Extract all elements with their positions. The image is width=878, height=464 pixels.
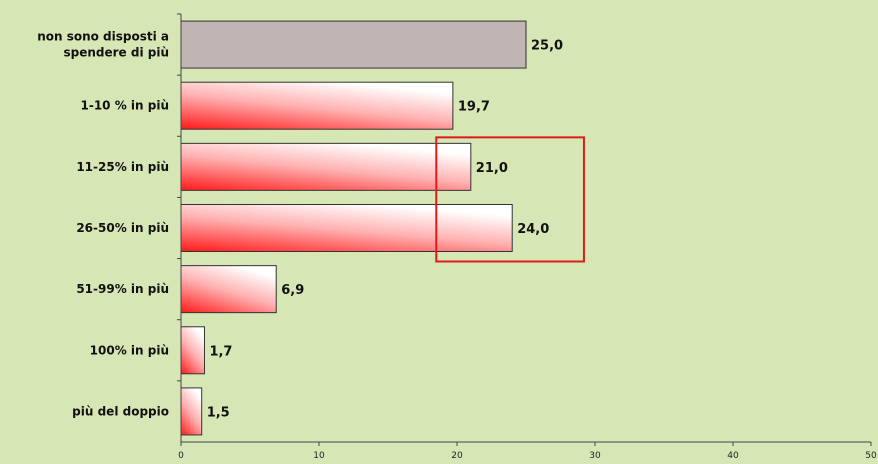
category-label: 1-10 % in più (81, 99, 170, 113)
x-tick-label: 40 (727, 451, 739, 461)
bar (180, 81, 454, 130)
x-tick-label: 30 (589, 451, 601, 461)
bar (180, 326, 205, 375)
bar (180, 204, 513, 252)
data-label: 1,7 (209, 344, 232, 359)
bar (180, 20, 527, 69)
x-tick-label: 10 (313, 451, 325, 461)
x-tick-label: 0 (178, 451, 184, 461)
category-label: 11-25% in più (76, 160, 169, 174)
x-tick-label: 20 (451, 451, 463, 461)
bar (180, 265, 277, 314)
bar (180, 142, 472, 191)
data-label: 21,0 (476, 161, 508, 176)
category-label: 51-99% in più (76, 282, 169, 296)
labels-layer: 25,0 non sono disposti a spendere di più 19… (37, 30, 563, 421)
data-label: 6,9 (281, 283, 304, 298)
data-label: 25,0 (531, 39, 563, 54)
data-label: 1,5 (207, 405, 230, 420)
category-label: più del doppio (72, 404, 169, 418)
category-label: 100% in più (90, 343, 169, 357)
bar (180, 387, 203, 436)
data-label: 24,0 (517, 222, 549, 237)
category-label: 26-50% in più (76, 221, 169, 235)
x-axis: 0 10 20 30 40 50 (177, 13, 877, 461)
category-label: non sono disposti a (37, 30, 169, 44)
bars-layer (180, 20, 527, 436)
data-label: 19,7 (458, 100, 490, 115)
highlight-box (435, 136, 585, 263)
x-tick-label: 50 (865, 451, 877, 461)
category-label: spendere di più (63, 46, 169, 60)
